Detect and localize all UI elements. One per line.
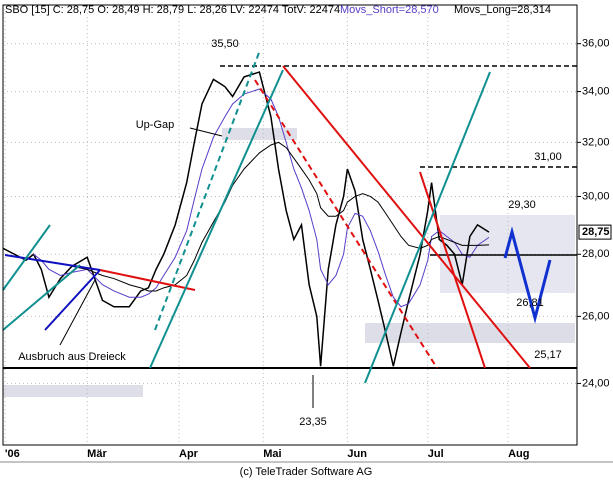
last-price: 28,75 <box>582 226 610 238</box>
x-tick-label: Mär <box>87 448 107 460</box>
x-tick-label: '06 <box>5 448 20 460</box>
trend-line <box>282 65 531 369</box>
x-tick-label: Aug <box>508 448 529 460</box>
trend-line <box>419 171 486 369</box>
annotation: 29,30 <box>508 199 536 211</box>
zone <box>3 385 143 397</box>
triangle-line <box>44 269 101 331</box>
annotation: 26,81 <box>516 297 544 309</box>
x-tick-label: Mai <box>263 448 281 460</box>
annotation: 35,50 <box>211 38 239 50</box>
y-tick-label: 36,00 <box>582 38 610 50</box>
triangle-line <box>4 254 101 271</box>
drawings <box>2 49 577 408</box>
channel-line <box>364 71 491 384</box>
y-tick-label: 32,00 <box>582 136 610 148</box>
annotation: Ausbruch aus Dreieck <box>18 351 126 363</box>
trend-line <box>99 269 196 291</box>
x-tick-label: Jul <box>428 448 444 460</box>
y-tick-label: 34,00 <box>582 85 610 97</box>
arrow <box>59 279 96 346</box>
trend-line <box>254 79 438 369</box>
header: Movs_Short=28,570 <box>340 4 439 16</box>
y-tick-label: 30,00 <box>582 190 610 202</box>
y-tick-label: 26,00 <box>582 310 610 322</box>
channel-line <box>2 224 51 291</box>
zone <box>365 323 575 343</box>
footer: (c) TeleTrader Software AG <box>240 466 373 478</box>
annotation: 23,35 <box>299 416 327 428</box>
y-tick-label: 28,00 <box>582 248 610 260</box>
channel-line <box>2 264 81 331</box>
annotation: Up-Gap <box>136 119 175 131</box>
y-tick-label: 24,00 <box>582 377 610 389</box>
header: SBO [15] C: 28,75 O: 28,49 H: 28,79 L: 2… <box>5 4 340 16</box>
x-tick-label: Apr <box>179 448 199 460</box>
plot-border <box>2 4 578 446</box>
channel-line <box>149 69 284 369</box>
x-tick-label: Jun <box>347 448 367 460</box>
series-line <box>33 88 490 308</box>
arrow <box>189 127 223 137</box>
annotation: 31,00 <box>534 151 562 163</box>
zone <box>222 128 297 140</box>
annotation: 25,17 <box>534 349 562 361</box>
header: Movs_Long=28,314 <box>454 4 551 16</box>
forecast-zigzag <box>503 226 552 324</box>
price-box <box>578 224 612 240</box>
series-line <box>2 71 490 367</box>
